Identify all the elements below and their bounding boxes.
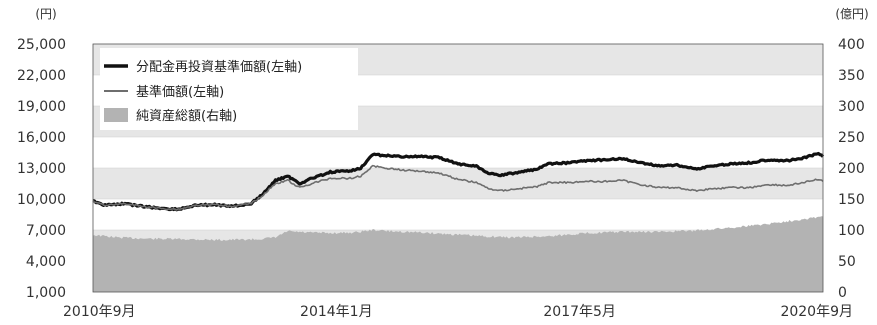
x-axis-tick-label: 2017年5月	[543, 304, 616, 320]
left-axis-tick-label: 10,000	[17, 192, 66, 208]
left-axis-tick-label: 7,000	[26, 223, 66, 239]
right-axis-ticks: 400 350 300 250 200 150 100 50 0	[838, 37, 865, 301]
line-layer	[92, 151, 825, 212]
left-axis-tick-label: 13,000	[17, 161, 66, 177]
left-axis-tick-label: 1,000	[26, 285, 66, 301]
plot-frame	[92, 43, 824, 293]
x-axis-tick-label: 2020年9月	[780, 304, 853, 320]
right-axis-tick-label: 300	[838, 99, 865, 115]
legend-label-reinvested: 分配金再投資基準価額(左軸)	[136, 59, 302, 75]
left-axis-unit: (円)	[35, 7, 56, 21]
right-axis-tick-label: 50	[838, 254, 856, 270]
x-axis-ticks: 2010年9月 2014年1月 2017年5月 2020年9月	[63, 304, 853, 320]
area-layer	[93, 216, 823, 292]
legend-label-nav: 基準価額(左軸)	[136, 84, 224, 100]
x-axis-tick-label: 2014年1月	[300, 304, 373, 320]
legend-swatch-assets	[104, 108, 128, 122]
right-axis-unit: (億円)	[835, 7, 868, 21]
right-axis-tick-label: 200	[838, 161, 865, 177]
right-axis-tick-label: 150	[838, 192, 865, 208]
plot-band	[93, 168, 823, 199]
left-axis-tick-label: 19,000	[17, 99, 66, 115]
right-axis-tick-label: 100	[838, 223, 865, 239]
series-line-nav	[92, 164, 824, 211]
series-area-net-assets	[93, 216, 823, 292]
right-axis-tick-label: 250	[838, 130, 865, 146]
left-axis-tick-label: 25,000	[17, 37, 66, 53]
legend: 分配金再投資基準価額(左軸) 基準価額(左軸) 純資産総額(右軸)	[100, 48, 358, 130]
left-axis-tick-label: 22,000	[17, 68, 66, 84]
legend-box	[100, 48, 358, 130]
right-axis-tick-label: 350	[838, 68, 865, 84]
right-axis-tick-label: 0	[838, 285, 847, 301]
right-axis-tick-label: 400	[838, 37, 865, 53]
x-axis-tick-label: 2010年9月	[63, 304, 136, 320]
legend-label-assets: 純資産総額(右軸)	[136, 108, 237, 124]
left-axis-tick-label: 4,000	[26, 254, 66, 270]
left-axis-tick-label: 16,000	[17, 130, 66, 146]
left-axis-ticks: 25,000 22,000 19,000 16,000 13,000 10,000 7,00…	[17, 37, 66, 301]
